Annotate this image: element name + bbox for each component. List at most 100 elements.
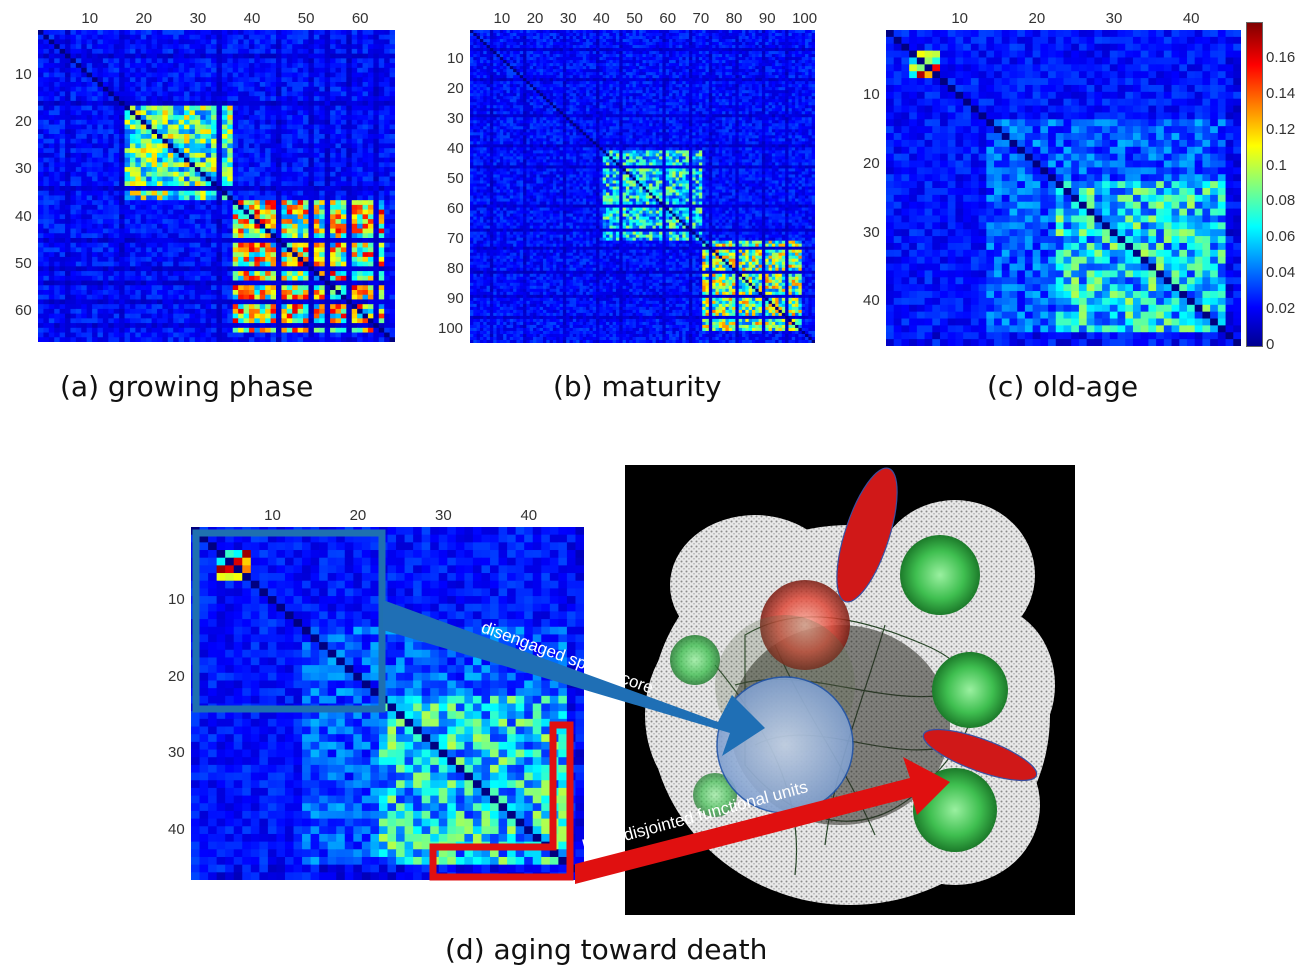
heatmap-cell: [292, 96, 299, 102]
heatmap-cell: [194, 105, 201, 111]
heatmap-cell: [189, 323, 196, 329]
heatmap-cell: [276, 119, 283, 126]
heatmap-cell: [286, 105, 293, 111]
heatmap-cell: [102, 39, 109, 45]
heatmap-cell: [346, 181, 353, 187]
heatmap-cell: [184, 105, 191, 111]
heatmap-cell: [129, 195, 136, 201]
heatmap-cell: [113, 242, 120, 249]
heatmap-cell: [705, 33, 710, 37]
heatmap-cell: [194, 134, 201, 140]
heatmap-cell: [211, 285, 218, 291]
heatmap-cell: [59, 337, 66, 342]
heatmap-cell: [108, 323, 115, 329]
heatmap-cell: [48, 124, 55, 130]
heatmap-cell: [38, 247, 45, 253]
heatmap-cell: [340, 209, 347, 215]
heatmap-cell: [86, 290, 93, 296]
heatmap-cell: [319, 30, 326, 36]
heatmap-cell: [243, 304, 250, 310]
heatmap-cell: [135, 86, 142, 93]
heatmap-cell: [801, 36, 806, 40]
heatmap-cell: [140, 176, 147, 182]
heatmap-cell: [292, 261, 299, 267]
heatmap-cell: [65, 162, 72, 168]
heatmap-cell: [81, 304, 88, 310]
heatmap-cell: [592, 36, 597, 40]
heatmap-cell: [523, 45, 527, 49]
heatmap-cell: [319, 219, 326, 225]
heatmap-cell: [340, 176, 347, 182]
heatmap-cell: [486, 45, 491, 49]
heatmap-cell: [81, 275, 88, 282]
heatmap-cell: [135, 53, 142, 59]
heatmap-cell: [59, 195, 66, 201]
heatmap-cell: [330, 157, 337, 163]
heatmap-cell: [48, 242, 55, 249]
heatmap-cell: [330, 171, 337, 178]
heatmap-cell: [97, 228, 104, 234]
heatmap-cell: [389, 86, 395, 93]
heatmap-cell: [81, 96, 88, 102]
heatmap-cell: [367, 266, 374, 272]
heatmap-cell: [157, 67, 164, 74]
heatmap-cell: [292, 72, 299, 78]
heatmap-cell: [254, 233, 261, 239]
heatmap-cell: [652, 33, 657, 37]
heatmap-cell: [54, 214, 61, 220]
heatmap-cell: [70, 195, 77, 201]
heatmap-cell: [276, 299, 283, 305]
heatmap-cell: [119, 285, 126, 291]
heatmap-cell: [238, 53, 245, 59]
heatmap-cell: [324, 30, 331, 36]
heatmap-cell: [102, 129, 109, 135]
heatmap-cell: [211, 186, 218, 192]
heatmap-cell: [319, 327, 326, 334]
heatmap-cell: [292, 247, 299, 253]
heatmap-cell: [357, 200, 364, 206]
heatmap-cell: [70, 219, 77, 225]
heatmap-cell: [324, 304, 331, 310]
heatmap-cell: [221, 256, 228, 263]
heatmap-cell: [173, 195, 180, 201]
heatmap-cell: [124, 148, 131, 154]
heatmap-cell: [254, 332, 261, 338]
heatmap-cell: [265, 30, 272, 36]
heatmap-cell: [92, 67, 99, 74]
heatmap-cell: [65, 299, 72, 305]
heatmap-cell: [162, 186, 169, 192]
heatmap-cell: [232, 204, 239, 211]
heatmap-cell: [265, 219, 272, 225]
heatmap-cell: [389, 77, 395, 83]
heatmap-cell: [167, 323, 174, 329]
heatmap-cell: [108, 252, 115, 258]
heatmap-cell: [286, 200, 293, 206]
heatmap-cell: [129, 91, 136, 97]
heatmap-cell: [167, 186, 174, 192]
heatmap-cell: [751, 39, 756, 43]
heatmap-cell: [102, 162, 109, 168]
heatmap-cell: [167, 115, 174, 121]
heatmap-cell: [378, 96, 385, 102]
heatmap-cell: [211, 53, 218, 59]
heatmap-cell: [151, 186, 158, 192]
heatmap-cell: [319, 242, 326, 249]
heatmap-cell: [102, 233, 109, 239]
heatmap-cell: [108, 313, 115, 319]
heatmap-cell: [599, 33, 604, 37]
heatmap-cell: [162, 308, 169, 315]
heatmap-cell: [211, 323, 218, 329]
heatmap-cell: [157, 252, 164, 258]
heatmap-cell: [173, 86, 180, 93]
heatmap-cell: [330, 228, 337, 234]
heatmap-cell: [313, 115, 320, 121]
heatmap-cell: [292, 119, 299, 126]
heatmap-cell: [124, 242, 131, 249]
heatmap-cell: [698, 42, 703, 46]
heatmap-cell: [43, 214, 50, 220]
heatmap-cell: [162, 44, 169, 50]
heatmap-cell: [281, 242, 288, 249]
heatmap-cell: [200, 294, 207, 301]
heatmap-cell: [286, 176, 293, 182]
heatmap-cell: [70, 148, 77, 154]
